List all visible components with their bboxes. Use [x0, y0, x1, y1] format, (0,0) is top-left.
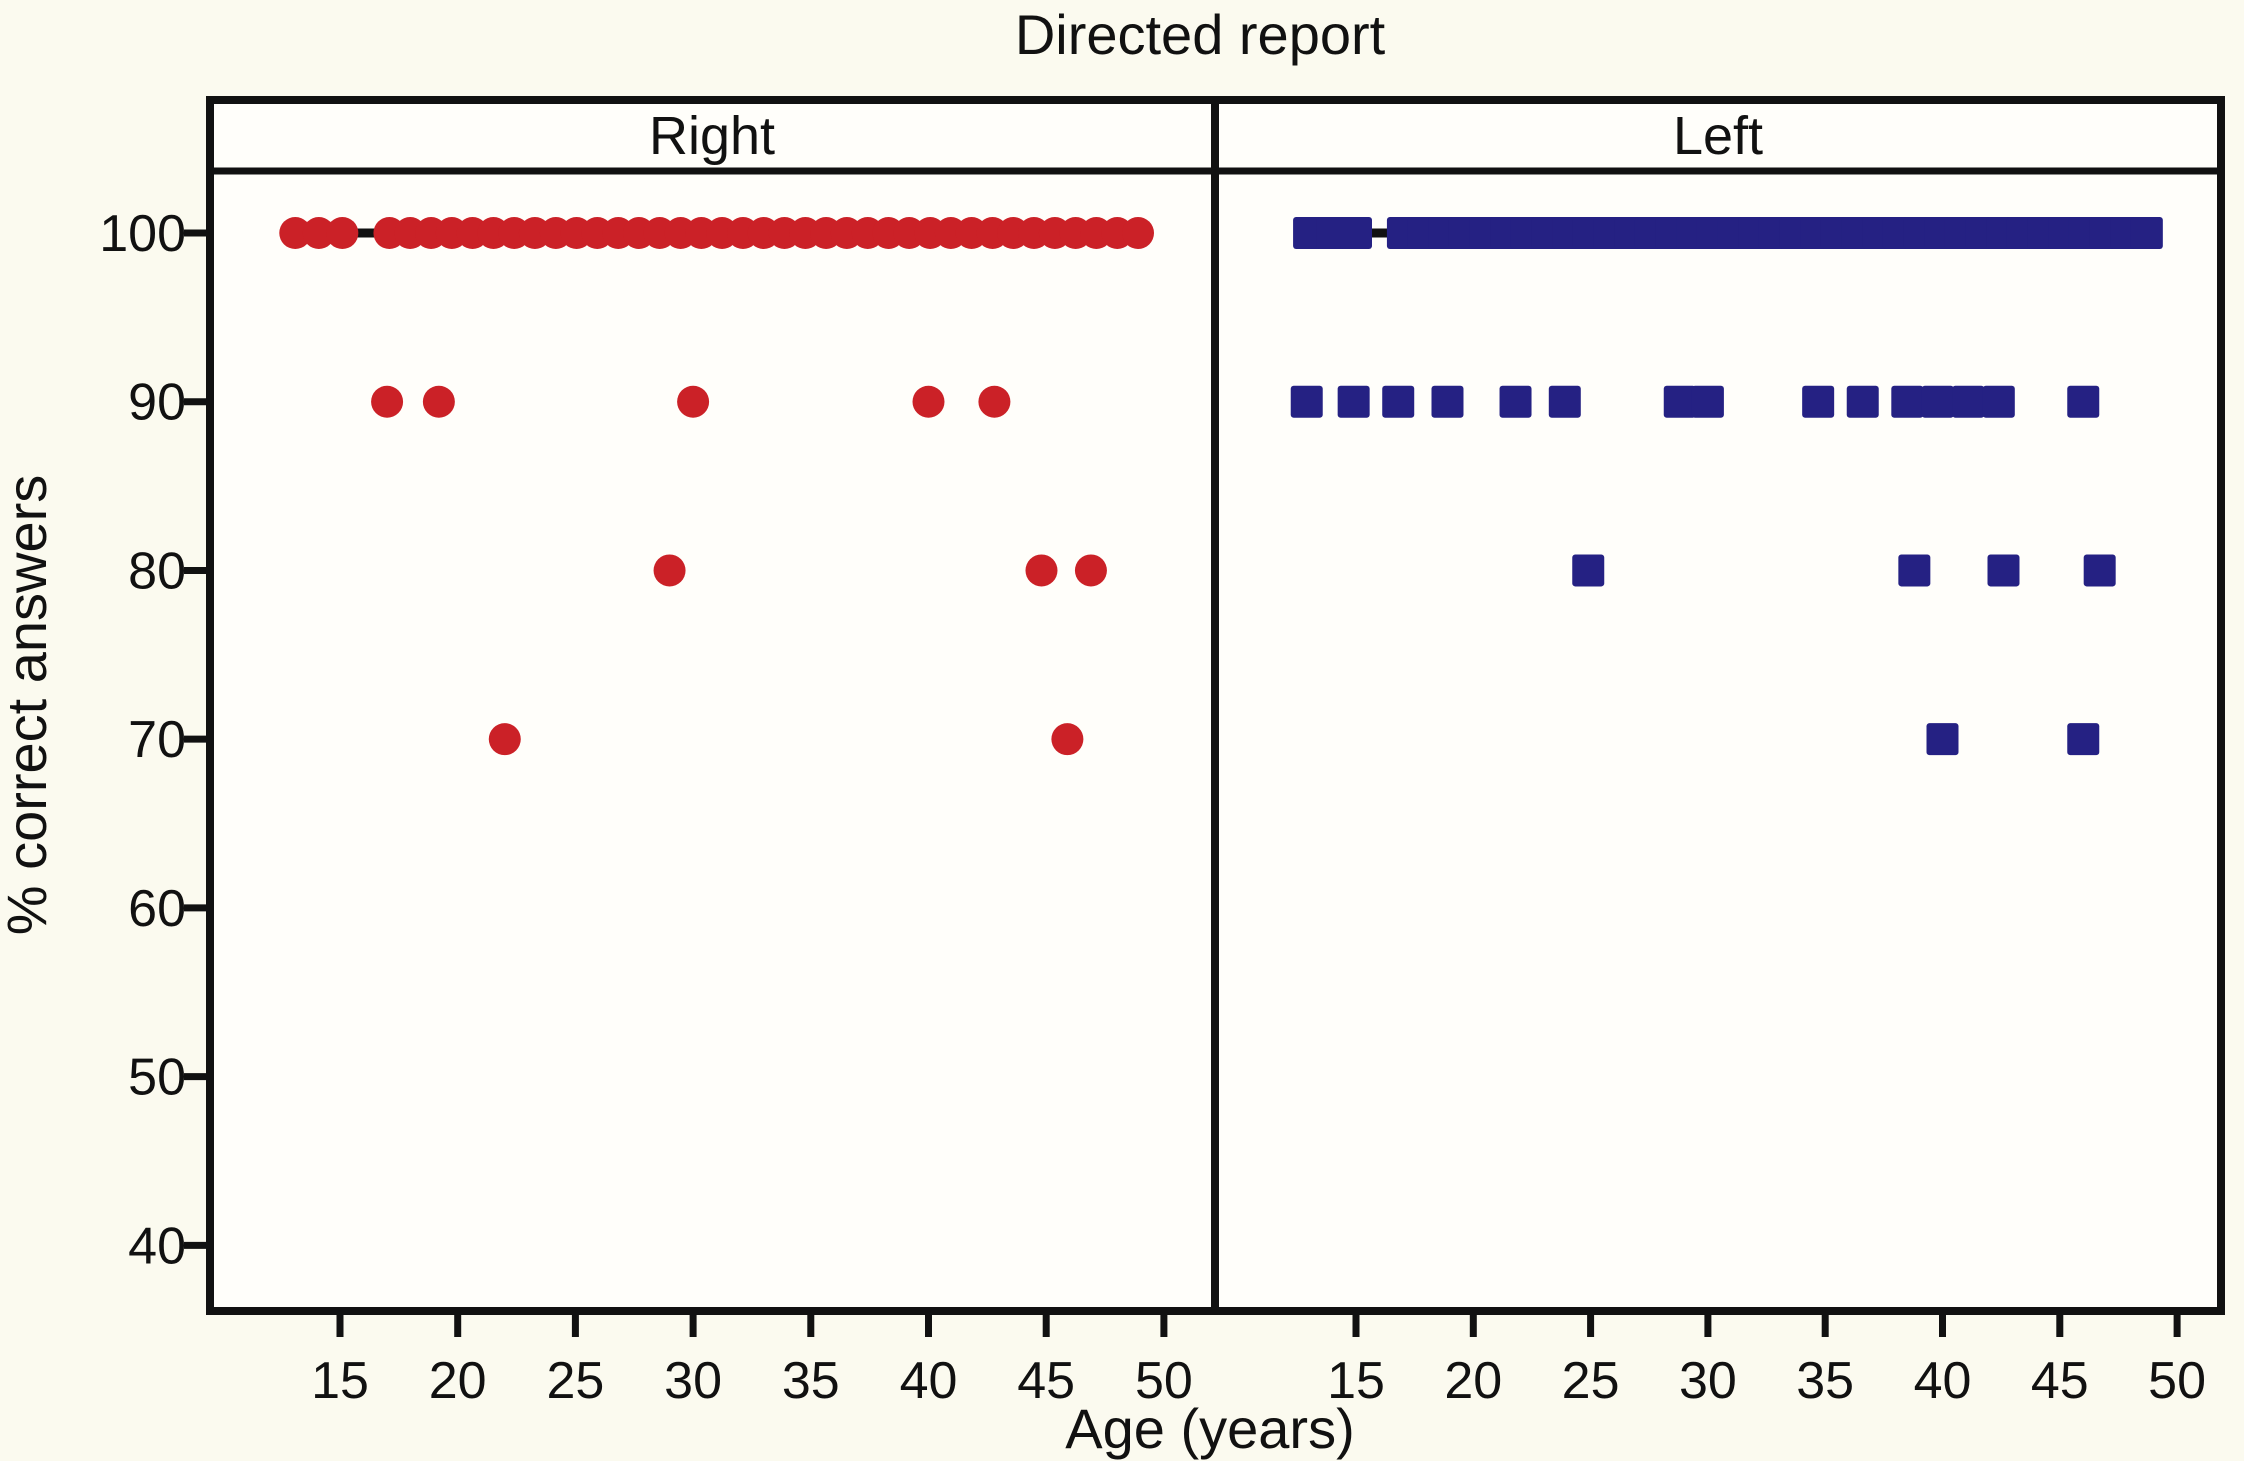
data-point	[1290, 385, 1323, 418]
data-point	[1074, 554, 1107, 587]
data-point	[677, 385, 710, 418]
x-axis-tick-label: 50	[2148, 1352, 2206, 1410]
data-point	[1548, 385, 1581, 418]
data-point	[1898, 554, 1931, 587]
chart-title: Directed report	[1015, 3, 1386, 66]
data-point	[653, 554, 686, 587]
y-axis-label: % correct answers	[0, 475, 58, 936]
data-point	[2067, 723, 2100, 756]
data-point	[1499, 385, 1532, 418]
data-point	[371, 385, 404, 418]
data-point	[1982, 385, 2015, 418]
data-point	[422, 385, 455, 418]
data-point	[1891, 385, 1924, 418]
x-axis-tick-label: 40	[1914, 1352, 1972, 1410]
x-axis-tick-label: 35	[1796, 1352, 1854, 1410]
strip-label-left: Left	[1673, 106, 1763, 166]
x-axis-tick-label: 45	[2031, 1352, 2089, 1410]
data-point	[1051, 723, 1084, 756]
y-axis-tick-label: 80	[128, 542, 186, 600]
x-axis-tick-label: 25	[546, 1352, 604, 1410]
data-point	[1952, 385, 1985, 418]
y-axis-tick-label: 40	[128, 1217, 186, 1275]
data-point	[1337, 385, 1370, 418]
data-point	[1691, 385, 1724, 418]
data-point	[1025, 554, 1058, 587]
data-point	[912, 385, 945, 418]
data-point	[2130, 217, 2163, 249]
data-point	[1846, 385, 1879, 418]
y-axis-tick-label: 100	[99, 205, 186, 263]
data-point	[1340, 217, 1372, 249]
x-axis-label: Age (years)	[1065, 1397, 1354, 1460]
x-axis-tick-label: 25	[1562, 1352, 1620, 1410]
data-point	[1802, 385, 1835, 418]
x-axis-tick-label: 35	[782, 1352, 840, 1410]
x-axis-tick-label: 30	[1679, 1352, 1737, 1410]
x-axis-tick-label: 30	[664, 1352, 722, 1410]
data-point	[1987, 554, 2020, 587]
x-axis-tick-label: 20	[1444, 1352, 1502, 1410]
data-point	[1122, 217, 1155, 249]
x-axis-tick-label: 50	[1135, 1352, 1193, 1410]
data-point	[326, 217, 359, 249]
data-point	[302, 217, 335, 249]
strip-label-right: Right	[649, 106, 775, 166]
panel-right-markers-group	[279, 217, 1155, 756]
x-axis-tick-label: 20	[429, 1352, 487, 1410]
x-axis-tick-label: 45	[1017, 1352, 1075, 1410]
y-axis-tick-label: 90	[128, 374, 186, 432]
data-point	[1663, 385, 1696, 418]
data-point	[2067, 385, 2100, 418]
data-point	[978, 385, 1011, 418]
data-point	[279, 217, 312, 249]
data-point	[1921, 385, 1954, 418]
y-axis-tick-label: 60	[128, 880, 186, 938]
x-axis-tick-label: 15	[1327, 1352, 1385, 1410]
y-axis-tick-label: 70	[128, 711, 186, 769]
x-axis-tick-label: 40	[900, 1352, 958, 1410]
data-point	[1926, 723, 1959, 756]
y-axis-tick-label: 50	[128, 1049, 186, 1107]
data-point	[488, 723, 521, 756]
panel-left-markers-group	[1290, 217, 2163, 756]
x-axis-tick-label: 15	[311, 1352, 369, 1410]
data-point	[1431, 385, 1464, 418]
axes-ticks-group: 100 90 80 70 60 50 40 15 20 25 30 35 40 45 50 15 20 25 30 3…	[99, 205, 2206, 1410]
data-point	[1382, 385, 1415, 418]
data-point	[1572, 554, 1605, 587]
data-point	[2083, 554, 2116, 587]
